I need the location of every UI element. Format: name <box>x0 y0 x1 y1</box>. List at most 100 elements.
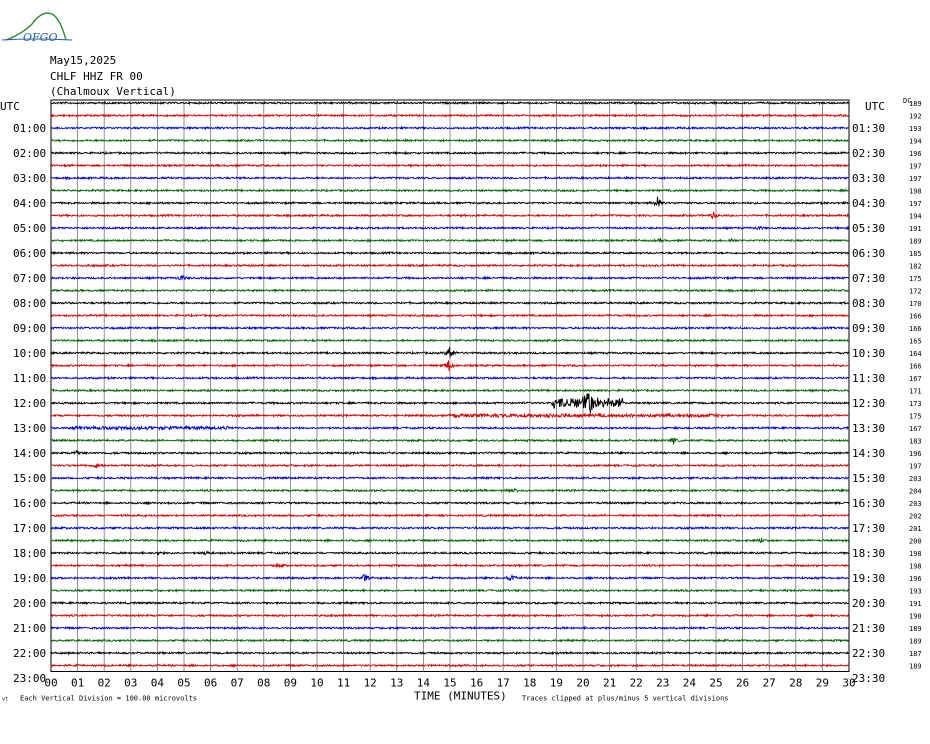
right-hour-label: 07:30 <box>852 272 885 285</box>
dc-value: 197 <box>909 163 922 171</box>
header-station: CHLF HHZ FR 00 <box>50 70 143 83</box>
right-hour-label: 19:30 <box>852 572 885 585</box>
dc-value: 166 <box>909 325 922 333</box>
trace-row-9 <box>50 211 850 220</box>
trace-row-23 <box>51 387 850 393</box>
left-hour-label: 05:00 <box>13 222 46 235</box>
x-tick-label: 27 <box>763 677 776 690</box>
header-location: (Chalmoux Vertical) <box>50 85 176 98</box>
left-hour-label: 20:00 <box>13 597 46 610</box>
dc-value: 198 <box>909 188 922 196</box>
dc-value: 189 <box>909 625 922 633</box>
left-hour-label: 12:00 <box>13 397 46 410</box>
dc-value: 187 <box>909 650 922 658</box>
dc-value: 196 <box>909 150 922 158</box>
left-hour-label: 22:00 <box>13 647 46 660</box>
x-tick-label: 12 <box>364 677 377 690</box>
right-hour-label: 02:30 <box>852 147 885 160</box>
dc-value: 173 <box>909 400 922 408</box>
trace-row-22 <box>50 375 850 381</box>
left-hour-label: 16:00 <box>13 497 46 510</box>
left-hour-label: 13:00 <box>13 422 46 435</box>
trace-row-38 <box>50 573 850 582</box>
x-tick-label: 25 <box>709 677 722 690</box>
dc-value: 203 <box>909 500 922 508</box>
x-tick-label: 04 <box>151 677 165 690</box>
x-tick-label: 01 <box>71 677 84 690</box>
trace-row-30 <box>50 475 850 481</box>
x-tick-label: 10 <box>310 677 323 690</box>
right-hour-label: 08:30 <box>852 297 885 310</box>
trace-row-44 <box>50 650 850 656</box>
x-tick-label: 16 <box>470 677 483 690</box>
right-hour-label: 10:30 <box>852 347 885 360</box>
trace-row-45 <box>50 662 850 669</box>
ofgo-logo: OFGO <box>1 4 74 44</box>
dc-value: 170 <box>909 300 922 308</box>
left-hour-label: 06:00 <box>13 247 46 260</box>
right-hour-label: 18:30 <box>852 547 885 560</box>
right-hour-label: 23:30 <box>852 672 885 685</box>
left-hour-label: 03:00 <box>13 172 46 185</box>
footer-clip-note: Traces clipped at plus/minus 5 vertical … <box>522 695 729 703</box>
dc-value: 189 <box>909 638 922 646</box>
trace-row-37 <box>50 562 850 569</box>
dc-value: 183 <box>909 438 922 446</box>
dc-value: 198 <box>909 563 922 571</box>
trace-row-27 <box>50 437 850 446</box>
dc-value: 201 <box>909 525 922 533</box>
left-hour-label: 01:00 <box>13 122 46 135</box>
dc-value: 171 <box>909 388 922 396</box>
trace-row-15 <box>50 288 850 293</box>
x-tick-label: 15 <box>443 677 456 690</box>
dc-value: 189 <box>909 100 922 108</box>
right-hour-label: 21:30 <box>852 622 885 635</box>
trace-row-24 <box>50 393 850 414</box>
left-hour-label: 07:00 <box>13 272 46 285</box>
x-axis-title: TIME (MINUTES) <box>414 690 507 703</box>
left-utc-title: UTC <box>0 100 20 113</box>
trace-row-40 <box>50 600 850 606</box>
left-hour-label: 23:00 <box>13 672 46 685</box>
right-hour-label: 11:30 <box>852 372 885 385</box>
right-hour-label: 16:30 <box>852 497 885 510</box>
trace-row-6 <box>50 175 850 181</box>
dc-value: 172 <box>909 288 922 296</box>
right-hour-label: 14:30 <box>852 447 885 460</box>
trace-row-1 <box>50 113 850 118</box>
dc-value: 197 <box>909 463 922 471</box>
right-utc-title: UTC <box>865 100 885 113</box>
dc-value: 191 <box>909 225 922 233</box>
x-tick-label: 06 <box>204 677 217 690</box>
trace-row-17 <box>50 312 850 318</box>
trace-row-7 <box>50 187 850 193</box>
dc-value: 182 <box>909 263 922 271</box>
dc-value: 200 <box>909 538 922 546</box>
dc-value: 196 <box>909 450 922 458</box>
trace-row-33 <box>51 513 850 518</box>
corner-mark: vt <box>2 697 8 703</box>
trace-row-5 <box>50 163 850 168</box>
dc-value: 198 <box>909 550 922 558</box>
trace-row-11 <box>50 237 850 243</box>
dc-value: 194 <box>909 213 922 221</box>
dc-value: 197 <box>909 200 922 208</box>
traces <box>50 100 850 669</box>
right-hour-label: 15:30 <box>852 472 885 485</box>
left-hour-label: 02:00 <box>13 147 46 160</box>
trace-row-0 <box>50 100 850 106</box>
x-tick-label: 13 <box>390 677 403 690</box>
right-hour-label: 05:30 <box>852 222 885 235</box>
x-tick-label: 24 <box>683 677 697 690</box>
x-tick-label: 17 <box>497 677 510 690</box>
right-hour-label: 09:30 <box>852 322 885 335</box>
dc-value: 166 <box>909 363 922 371</box>
trace-row-20 <box>50 347 850 358</box>
trace-row-31 <box>50 488 850 494</box>
x-tick-label: 21 <box>603 677 616 690</box>
trace-row-36 <box>50 550 850 556</box>
dc-value: 190 <box>909 613 922 621</box>
dc-value: 196 <box>909 575 922 583</box>
dc-value: 193 <box>909 588 922 596</box>
